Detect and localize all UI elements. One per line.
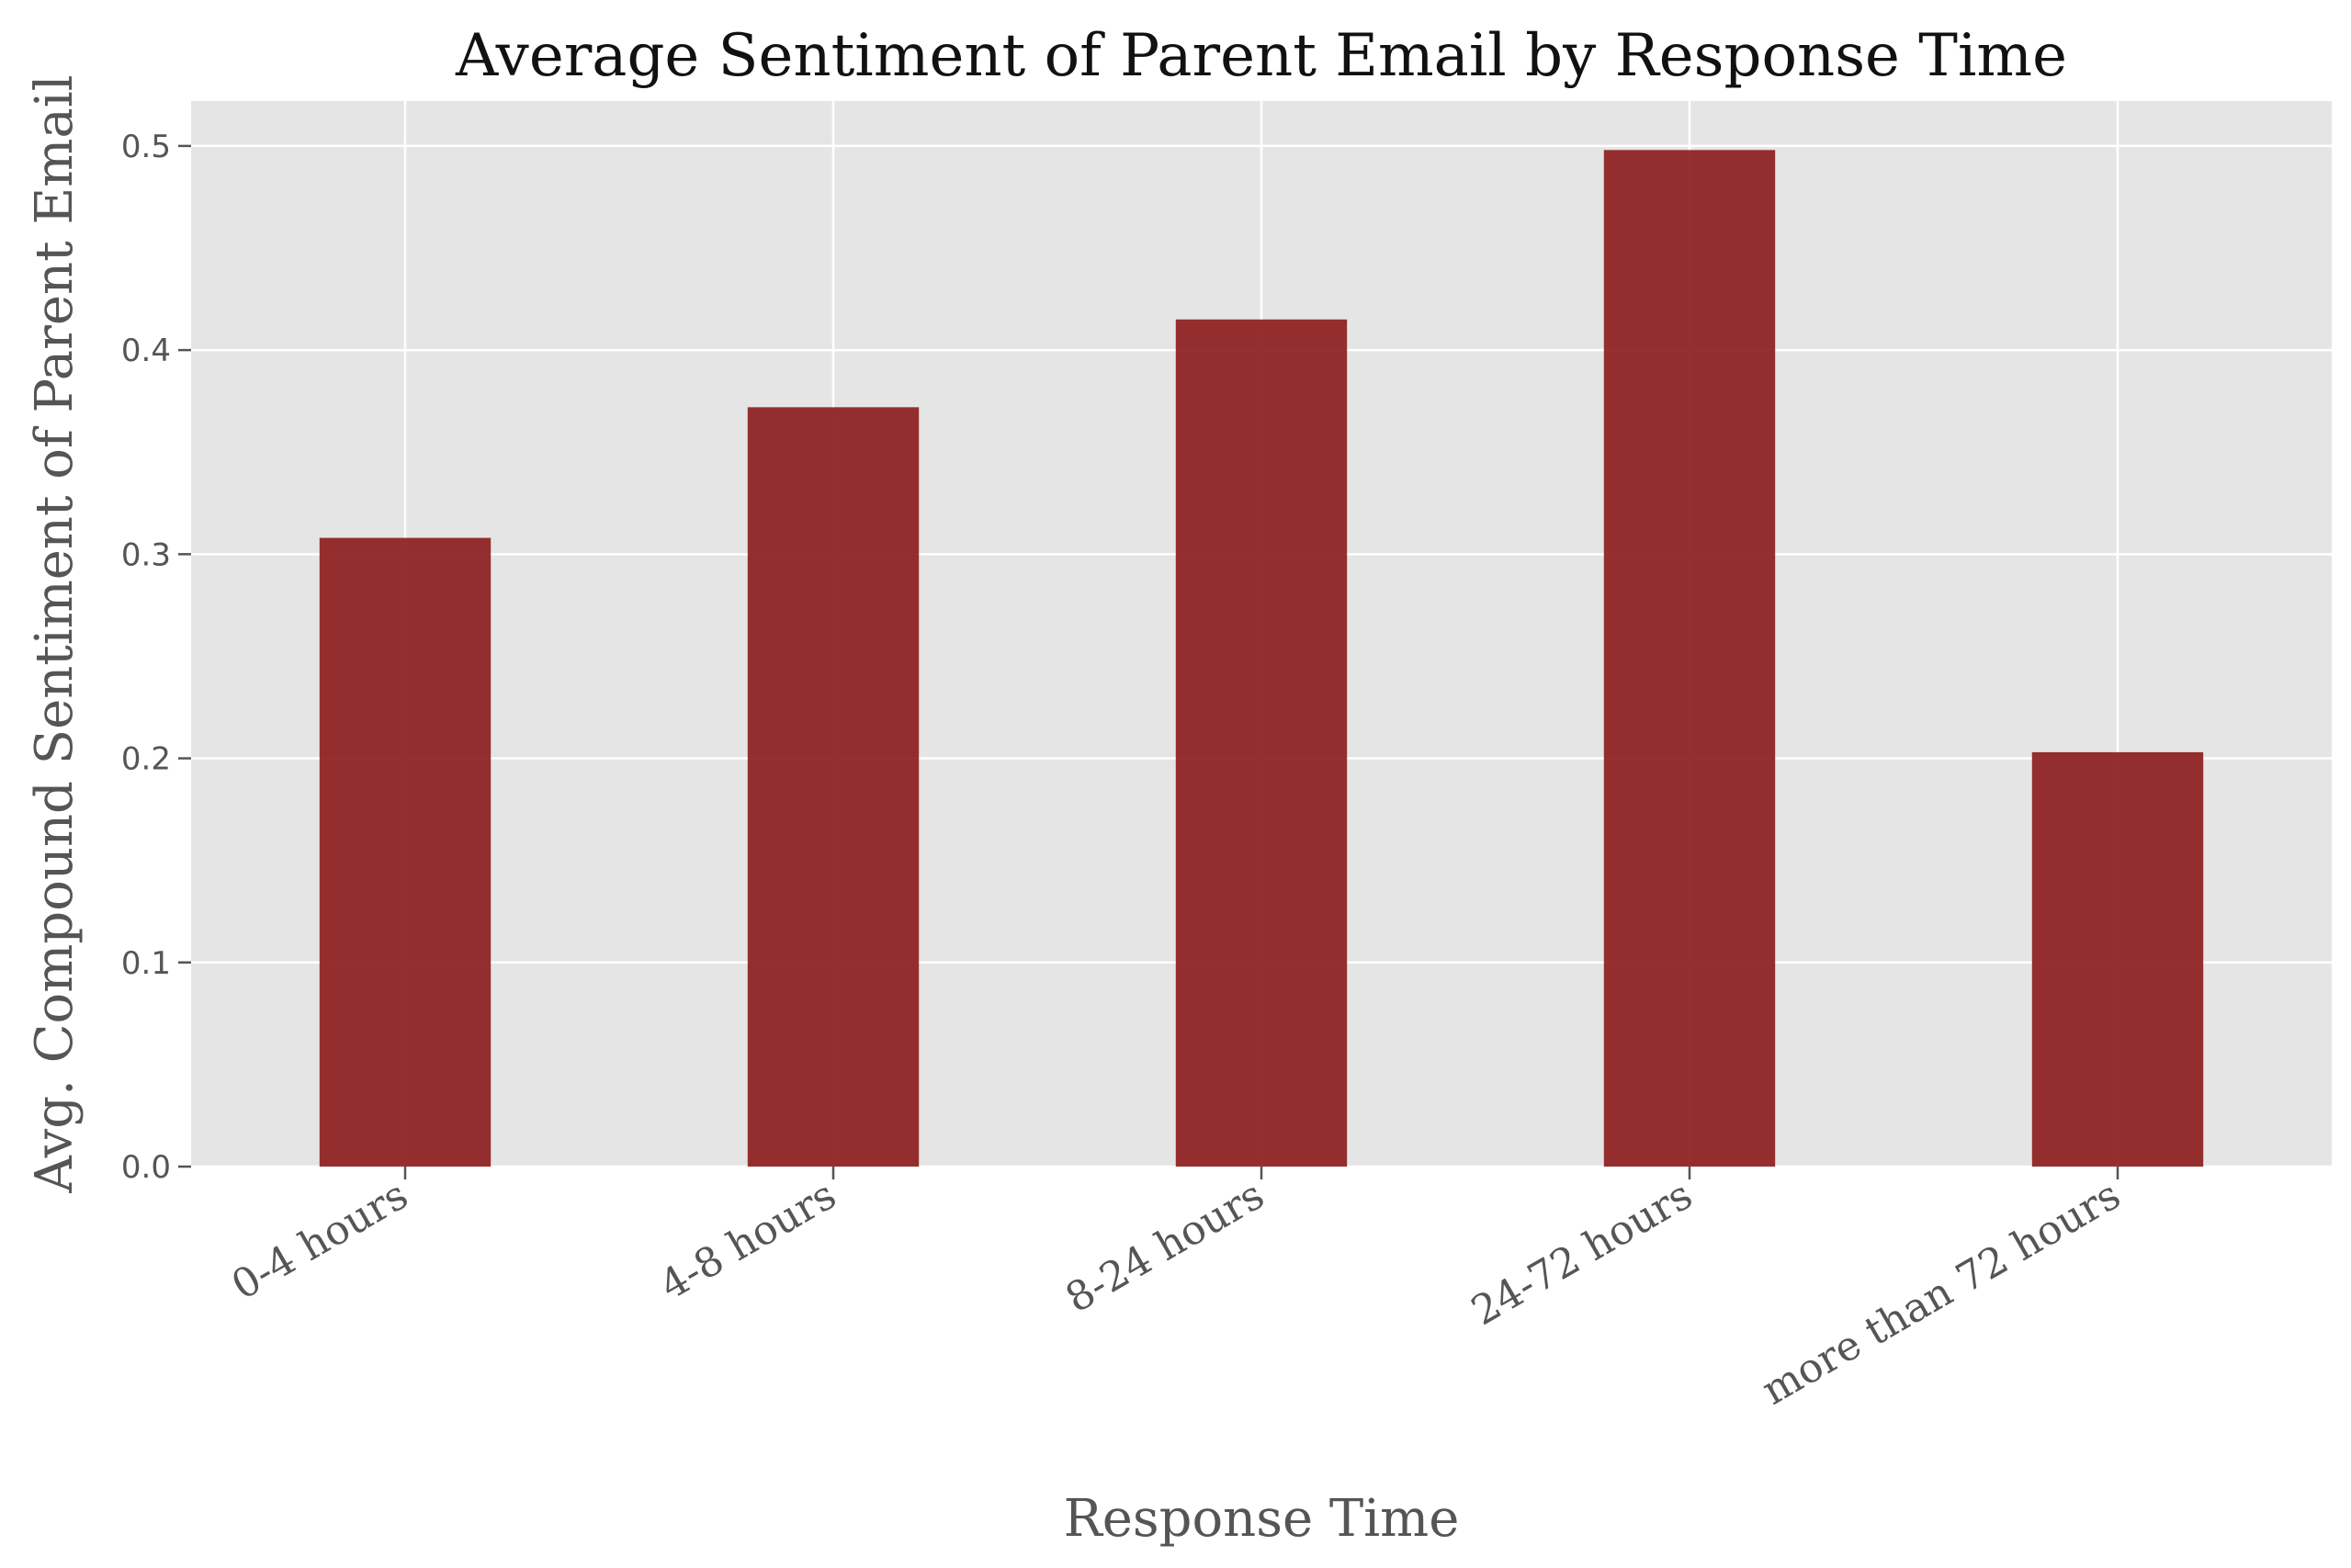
y-tick-label: 0.4 xyxy=(121,333,171,369)
bar-24-72-hours xyxy=(1603,150,1776,1167)
x-tick-label: more than 72 hours xyxy=(1754,1171,2128,1414)
bar-4-8-hours xyxy=(747,407,920,1167)
y-tick-label: 0.1 xyxy=(121,945,171,982)
x-tick-label: 8-24 hours xyxy=(1057,1171,1272,1322)
bar-0-4-hours xyxy=(319,537,492,1167)
y-tick-label: 0.0 xyxy=(121,1149,171,1186)
x-ticks: 0-4 hours 4-8 hours 8-24 hours 24-72 hours m… xyxy=(224,1167,2129,1415)
x-axis-label: Response Time xyxy=(1064,1489,1460,1549)
bars-group xyxy=(319,150,2204,1167)
y-tick-label: 0.2 xyxy=(121,741,171,778)
x-tick-label: 0-4 hours xyxy=(224,1171,416,1309)
x-tick-label: 4-8 hours xyxy=(652,1171,844,1309)
bar-more-than-72-hours xyxy=(2031,751,2204,1167)
y-axis-label: Avg. Compound Sentiment of Parent Email xyxy=(25,74,85,1193)
y-tick-label: 0.3 xyxy=(121,536,171,573)
y-ticks: 0.0 0.1 0.2 0.3 0.4 0.5 xyxy=(121,129,191,1186)
x-tick-label: 24-72 hours xyxy=(1464,1171,1700,1335)
chart-title: Average Sentiment of Parent Email by Res… xyxy=(455,22,2067,90)
y-tick-label: 0.5 xyxy=(121,129,171,165)
bar-8-24-hours xyxy=(1175,319,1348,1167)
